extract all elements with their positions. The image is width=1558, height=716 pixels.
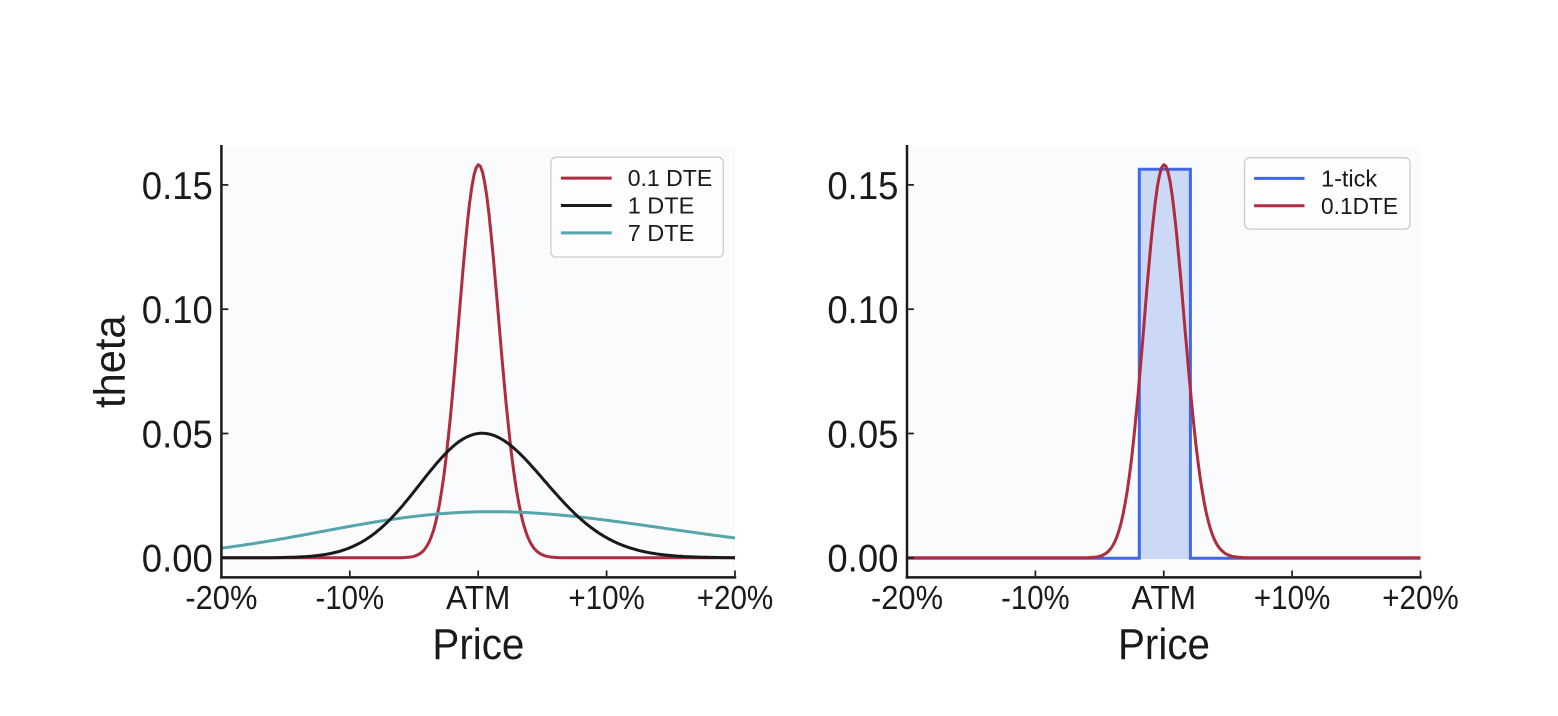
svg-text:+20%: +20% (697, 579, 774, 616)
svg-text:+10%: +10% (1254, 579, 1331, 616)
svg-text:0.15: 0.15 (142, 165, 213, 208)
svg-text:-20%: -20% (185, 579, 257, 616)
svg-text:0.1DTE: 0.1DTE (1321, 193, 1398, 219)
svg-text:0.15: 0.15 (827, 165, 898, 208)
svg-text:0.10: 0.10 (142, 289, 213, 332)
svg-text:0.00: 0.00 (827, 538, 898, 581)
svg-text:Price: Price (432, 620, 524, 669)
svg-text:ATM: ATM (446, 579, 511, 616)
svg-text:-10%: -10% (1001, 579, 1070, 616)
svg-text:1-tick: 1-tick (1321, 166, 1377, 192)
svg-text:+10%: +10% (568, 579, 645, 616)
svg-text:0.1 DTE: 0.1 DTE (628, 165, 713, 191)
svg-text:+20%: +20% (1382, 579, 1459, 616)
svg-text:0.10: 0.10 (827, 289, 898, 332)
svg-text:Price: Price (1118, 620, 1210, 669)
svg-text:1 DTE: 1 DTE (628, 193, 695, 219)
svg-text:0.05: 0.05 (142, 413, 213, 456)
svg-text:theta: theta (86, 315, 135, 408)
svg-text:7 DTE: 7 DTE (628, 220, 695, 246)
svg-text:0.05: 0.05 (827, 413, 898, 456)
svg-text:-20%: -20% (871, 579, 943, 616)
svg-text:-10%: -10% (316, 579, 385, 616)
svg-text:0.00: 0.00 (142, 538, 213, 581)
svg-text:ATM: ATM (1132, 579, 1197, 616)
